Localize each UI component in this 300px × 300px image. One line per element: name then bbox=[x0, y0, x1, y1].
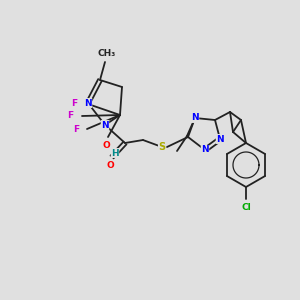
Text: H: H bbox=[111, 148, 119, 158]
Text: CH₃: CH₃ bbox=[98, 49, 116, 58]
Text: Cl: Cl bbox=[241, 202, 251, 211]
Text: N: N bbox=[216, 134, 224, 143]
Text: N: N bbox=[101, 121, 109, 130]
Text: N: N bbox=[191, 113, 199, 122]
Text: F: F bbox=[67, 112, 73, 121]
Text: F: F bbox=[71, 98, 77, 107]
Text: O: O bbox=[106, 160, 114, 169]
Text: F: F bbox=[73, 124, 79, 134]
Text: N: N bbox=[201, 146, 209, 154]
Text: O: O bbox=[102, 142, 110, 151]
Text: S: S bbox=[158, 142, 166, 152]
Text: N: N bbox=[84, 98, 92, 107]
